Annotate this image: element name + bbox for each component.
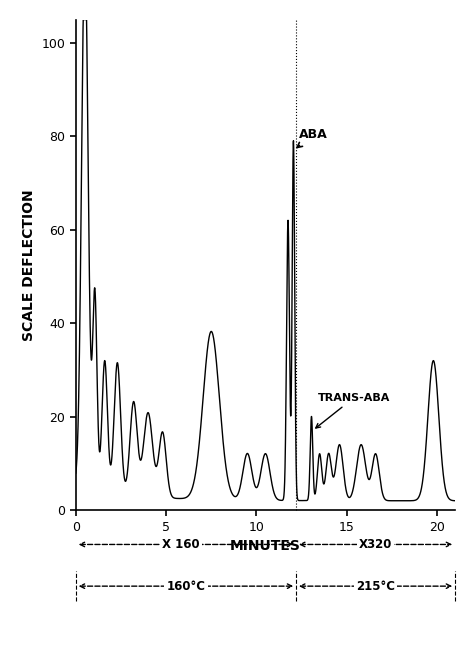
Text: 215°C: 215°C <box>356 579 395 593</box>
Text: 160°C: 160°C <box>166 579 206 593</box>
Text: X 160: X 160 <box>162 538 200 551</box>
Y-axis label: SCALE DEFLECTION: SCALE DEFLECTION <box>22 189 36 341</box>
X-axis label: MINUTES: MINUTES <box>230 539 301 553</box>
Text: TRANS-ABA: TRANS-ABA <box>316 392 390 428</box>
Text: ABA: ABA <box>297 128 328 148</box>
Text: X320: X320 <box>359 538 392 551</box>
